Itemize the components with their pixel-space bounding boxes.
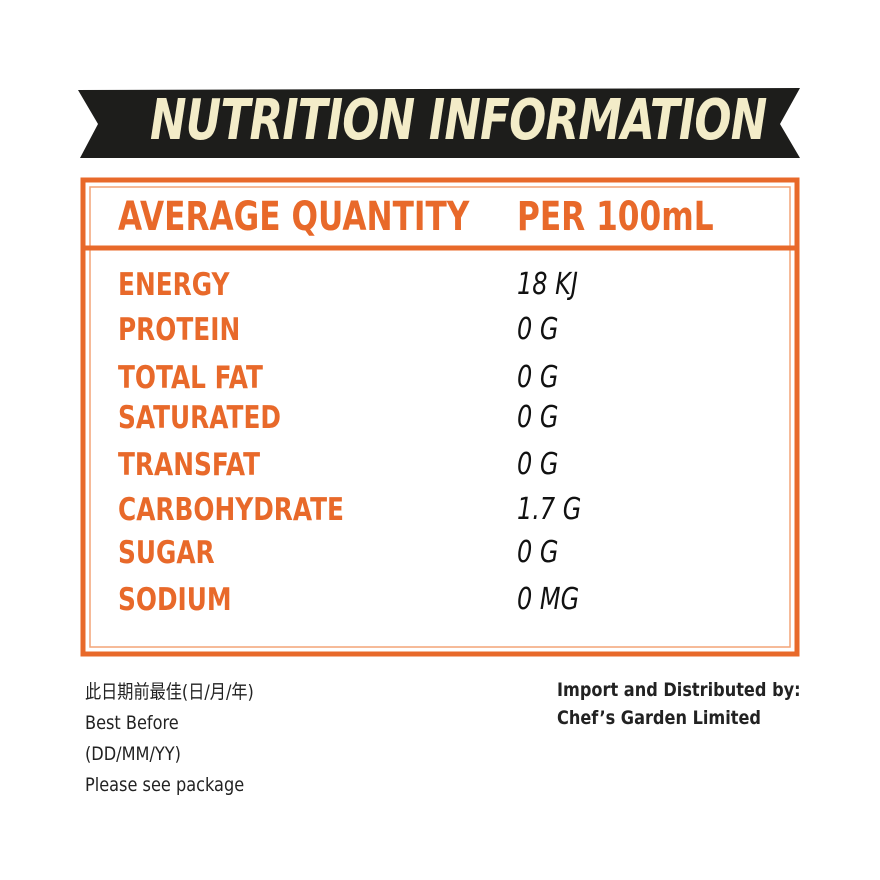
footer-text: Chef’s Garden Limited — [557, 707, 761, 729]
nutrient-value: 0 G — [517, 535, 559, 570]
nutrient-value: 1.7 G — [517, 492, 582, 527]
footer-text: Best Before — [85, 712, 179, 734]
nutrient-name: SATURATED — [118, 400, 281, 436]
nutrient-name: TRANSFAT — [118, 447, 261, 483]
footer-text: Please see package — [85, 774, 245, 796]
column-header: AVERAGE QUANTITY — [118, 194, 470, 240]
nutrient-name: CARBOHYDRATE — [118, 492, 344, 528]
nutrient-name: ENERGY — [118, 267, 230, 303]
nutrient-name: PROTEIN — [118, 312, 241, 348]
nutrient-value: 0 G — [517, 312, 559, 347]
title: NUTRITION INFORMATION — [150, 88, 767, 153]
table-inner-border — [89, 186, 791, 648]
nutrient-name: TOTAL FAT — [118, 360, 263, 396]
column-header: PER 100mL — [517, 194, 714, 240]
nutrient-value: 18 KJ — [517, 267, 578, 302]
footer-text: (DD/MM/YY) — [85, 743, 181, 765]
nutrient-value: 0 G — [517, 360, 559, 395]
nutrient-name: SUGAR — [118, 535, 215, 571]
nutrient-value: 0 MG — [517, 582, 580, 617]
nutrient-name: SODIUM — [118, 582, 232, 618]
title-banner — [78, 88, 800, 158]
nutrient-value: 0 G — [517, 447, 559, 482]
footer-text: Import and Distributed by: — [557, 679, 801, 701]
table-border — [80, 177, 800, 657]
footer-text: 此日期前最佳(日/月/年) — [85, 681, 254, 703]
nutrient-value: 0 G — [517, 400, 559, 435]
